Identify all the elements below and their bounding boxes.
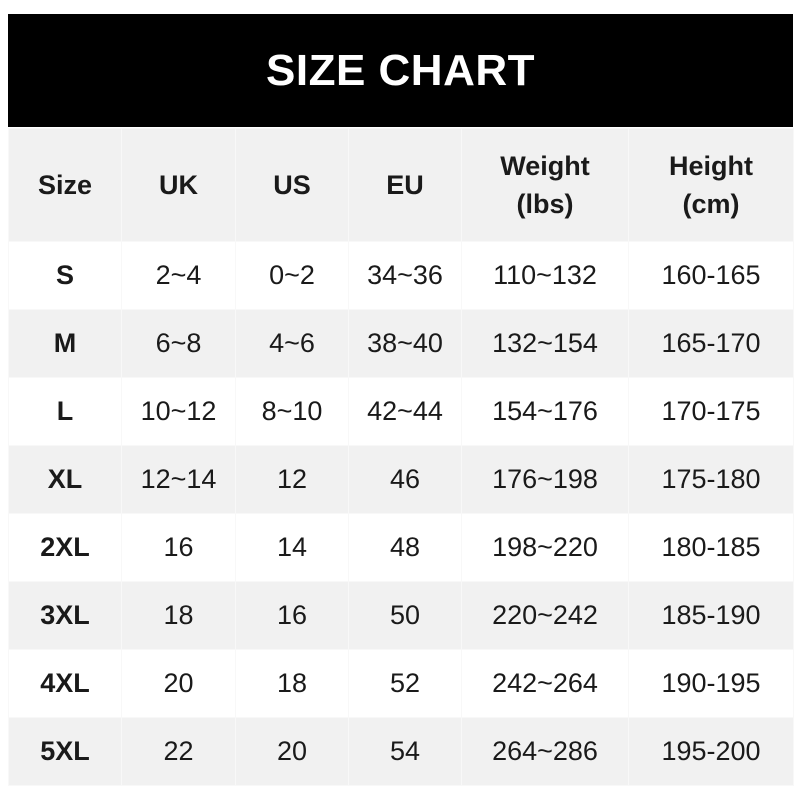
table-cell: 52 [348, 649, 462, 718]
header-text-line: Weight [500, 151, 590, 181]
table-cell: 190-195 [628, 649, 794, 718]
table-cell: 16 [121, 513, 236, 582]
table-row: L 10~12 8~10 42~44 154~176 170-175 [8, 377, 794, 446]
table-cell: 22 [121, 717, 236, 786]
table-cell: 165-170 [628, 309, 794, 378]
table-cell: 264~286 [461, 717, 629, 786]
table-cell: 10~12 [121, 377, 236, 446]
table-cell: 50 [348, 581, 462, 650]
size-cell: 4XL [8, 649, 122, 718]
table-row: 4XL 20 18 52 242~264 190-195 [8, 649, 794, 718]
table-cell: 242~264 [461, 649, 629, 718]
table-cell: 38~40 [348, 309, 462, 378]
table-cell: 185-190 [628, 581, 794, 650]
table-cell: 160-165 [628, 241, 794, 310]
table-cell: 0~2 [235, 241, 349, 310]
table-cell: 132~154 [461, 309, 629, 378]
table-row: 5XL 22 20 54 264~286 195-200 [8, 717, 794, 786]
size-chart-table: Size UK US EU Weight (lbs) Height (cm) S 2~4 0~2 3… [8, 128, 794, 786]
table-row: M 6~8 4~6 38~40 132~154 165-170 [8, 309, 794, 378]
table-cell: 220~242 [461, 581, 629, 650]
table-cell: 170-175 [628, 377, 794, 446]
table-cell: 12 [235, 445, 349, 514]
size-cell: L [8, 377, 122, 446]
size-cell: S [8, 241, 122, 310]
table-cell: 4~6 [235, 309, 349, 378]
table-row: 2XL 16 14 48 198~220 180-185 [8, 513, 794, 582]
table-row: XL 12~14 12 46 176~198 175-180 [8, 445, 794, 514]
header-text-line: EU [386, 170, 424, 200]
column-header-size: Size [8, 128, 122, 242]
table-cell: 18 [235, 649, 349, 718]
column-header-uk: UK [121, 128, 236, 242]
table-cell: 175-180 [628, 445, 794, 514]
table-cell: 2~4 [121, 241, 236, 310]
column-header-us: US [235, 128, 349, 242]
header-row: Size UK US EU Weight (lbs) Height (cm) [8, 128, 794, 242]
size-cell: 2XL [8, 513, 122, 582]
size-cell: M [8, 309, 122, 378]
table-cell: 6~8 [121, 309, 236, 378]
size-chart-title: SIZE CHART [8, 14, 793, 127]
table-row: 3XL 18 16 50 220~242 185-190 [8, 581, 794, 650]
header-text-line: (cm) [682, 189, 740, 219]
table-row: S 2~4 0~2 34~36 110~132 160-165 [8, 241, 794, 310]
table-cell: 42~44 [348, 377, 462, 446]
size-cell: 3XL [8, 581, 122, 650]
table-cell: 8~10 [235, 377, 349, 446]
size-cell: XL [8, 445, 122, 514]
table-cell: 18 [121, 581, 236, 650]
column-header-weight: Weight (lbs) [461, 128, 629, 242]
header-text-line: Height [669, 151, 753, 181]
header-text-line: (lbs) [516, 189, 574, 219]
column-header-eu: EU [348, 128, 462, 242]
table-cell: 34~36 [348, 241, 462, 310]
table-cell: 12~14 [121, 445, 236, 514]
table-cell: 14 [235, 513, 349, 582]
table-cell: 180-185 [628, 513, 794, 582]
table-cell: 16 [235, 581, 349, 650]
table-cell: 20 [235, 717, 349, 786]
table-cell: 20 [121, 649, 236, 718]
table-cell: 195-200 [628, 717, 794, 786]
table-cell: 46 [348, 445, 462, 514]
size-cell: 5XL [8, 717, 122, 786]
header-text-line: US [273, 170, 311, 200]
header-text-line: UK [159, 170, 198, 200]
table-cell: 176~198 [461, 445, 629, 514]
table-cell: 54 [348, 717, 462, 786]
table-cell: 110~132 [461, 241, 629, 310]
table-cell: 154~176 [461, 377, 629, 446]
table-cell: 198~220 [461, 513, 629, 582]
table-cell: 48 [348, 513, 462, 582]
header-text-line: Size [37, 170, 93, 200]
column-header-height: Height (cm) [628, 128, 794, 242]
